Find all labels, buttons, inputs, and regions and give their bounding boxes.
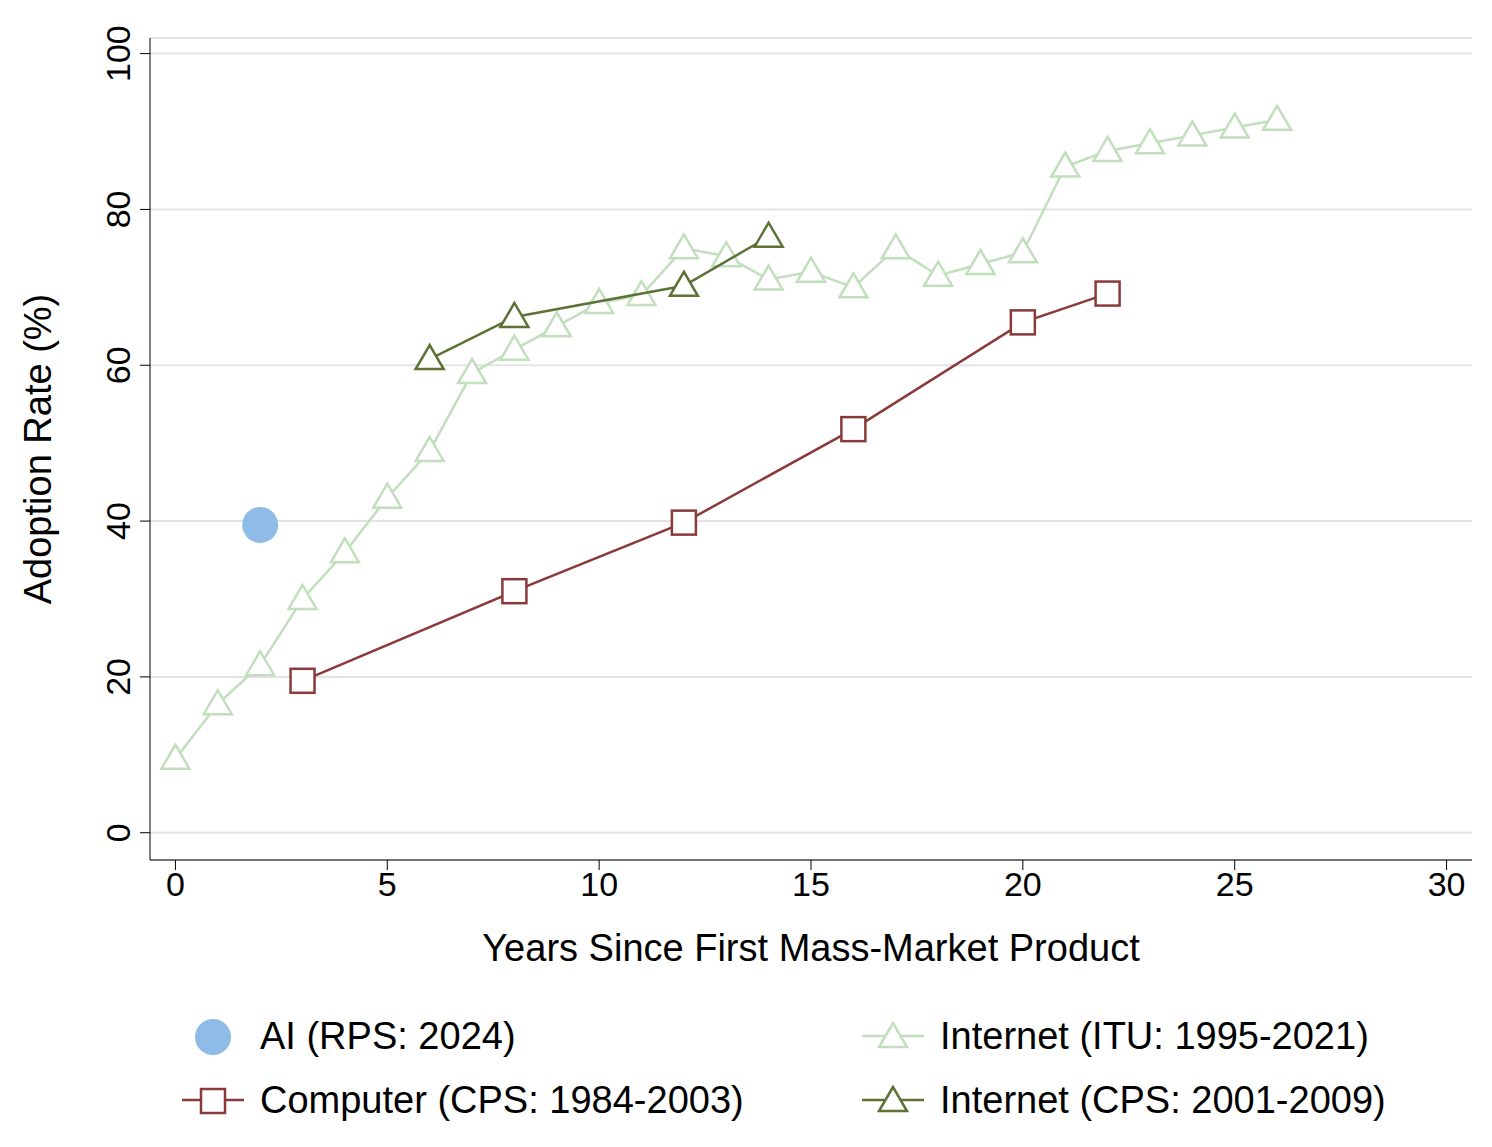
html-text:Internet (ITU: 1995-2021): Internet (ITU: 1995-2021) [940,1014,1369,1057]
svg-text:5: 5 [378,865,397,903]
svg-text:Years Since First Mass-Market: Years Since First Mass-Market Product [482,927,1140,969]
svg-text:15: 15 [792,865,830,903]
svg-text:20: 20 [1004,865,1042,903]
html-text:Internet (CPS: 2001-2009): Internet (CPS: 2001-2009) [940,1078,1386,1121]
svg-text:Adoption Rate (%): Adoption Rate (%) [17,294,59,605]
svg-text:0: 0 [99,823,137,842]
html-text:AI (RPS: 2024): AI (RPS: 2024) [260,1014,516,1057]
svg-text:100: 100 [99,25,137,82]
svg-text:30: 30 [1428,865,1466,903]
svg-text:40: 40 [99,502,137,540]
svg-text:60: 60 [99,346,137,384]
svg-text:20: 20 [99,658,137,696]
svg-text:10: 10 [580,865,618,903]
svg-text:25: 25 [1216,865,1254,903]
svg-text:0: 0 [166,865,185,903]
html-text:Computer (CPS: 1984-2003): Computer (CPS: 1984-2003) [260,1078,744,1121]
svg-text:80: 80 [99,190,137,228]
